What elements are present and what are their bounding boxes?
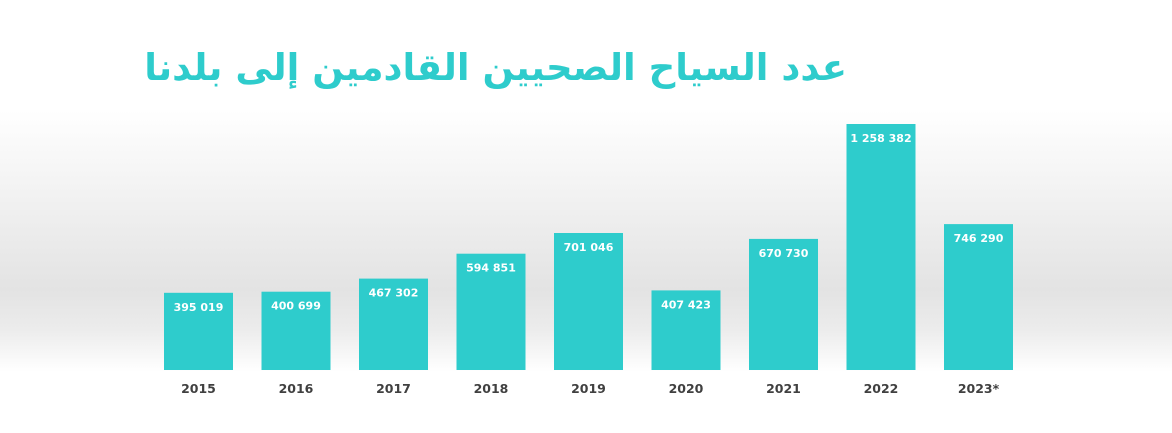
x-tick-label-2020: 2020 bbox=[669, 381, 704, 396]
x-tick-label-2022: 2022 bbox=[864, 381, 899, 396]
value-labels-layer: 395 019 400 699 467 302 594 851 701 046 407 4… bbox=[174, 132, 1004, 314]
bar-2017 bbox=[359, 278, 428, 370]
x-tick-label-2016: 2016 bbox=[279, 381, 314, 396]
bar-2023* bbox=[944, 224, 1013, 370]
bar-2022 bbox=[846, 124, 916, 370]
bar-2021 bbox=[749, 238, 818, 370]
value-label-2021: 670 730 bbox=[759, 247, 809, 260]
bar-2016 bbox=[261, 291, 331, 370]
x-tick-label-2017: 2017 bbox=[376, 381, 411, 396]
x-tick-label-2015: 2015 bbox=[181, 381, 216, 396]
value-label-2020: 407 423 bbox=[661, 298, 711, 311]
x-tick-label-2023*: 2023* bbox=[958, 381, 1000, 396]
bar-2020 bbox=[651, 290, 721, 370]
value-label-2022: 1 258 382 bbox=[850, 132, 911, 145]
title-background-tab bbox=[358, 90, 798, 102]
title-background bbox=[302, 38, 1128, 96]
value-label-2015: 395 019 bbox=[174, 301, 224, 314]
value-label-2017: 467 302 bbox=[369, 287, 419, 300]
bar-2019 bbox=[554, 233, 623, 370]
value-label-2023*: 746 290 bbox=[954, 232, 1004, 245]
bar-2015 bbox=[164, 292, 233, 370]
value-label-2019: 701 046 bbox=[564, 241, 614, 254]
x-tick-label-2018: 2018 bbox=[474, 381, 509, 396]
chart-title: عدد السياح الصحيين القادمين إلى بلدنا bbox=[144, 46, 847, 89]
x-axis-labels: 2015 2016 2017 2018 2019 2020 2021 2022 2023* bbox=[181, 381, 1000, 396]
value-label-2018: 594 851 bbox=[466, 262, 516, 275]
bar-2018 bbox=[456, 253, 526, 370]
bars-layer bbox=[164, 124, 1013, 370]
x-tick-label-2019: 2019 bbox=[571, 381, 606, 396]
value-label-2016: 400 699 bbox=[271, 300, 321, 313]
x-tick-label-2021: 2021 bbox=[766, 381, 801, 396]
